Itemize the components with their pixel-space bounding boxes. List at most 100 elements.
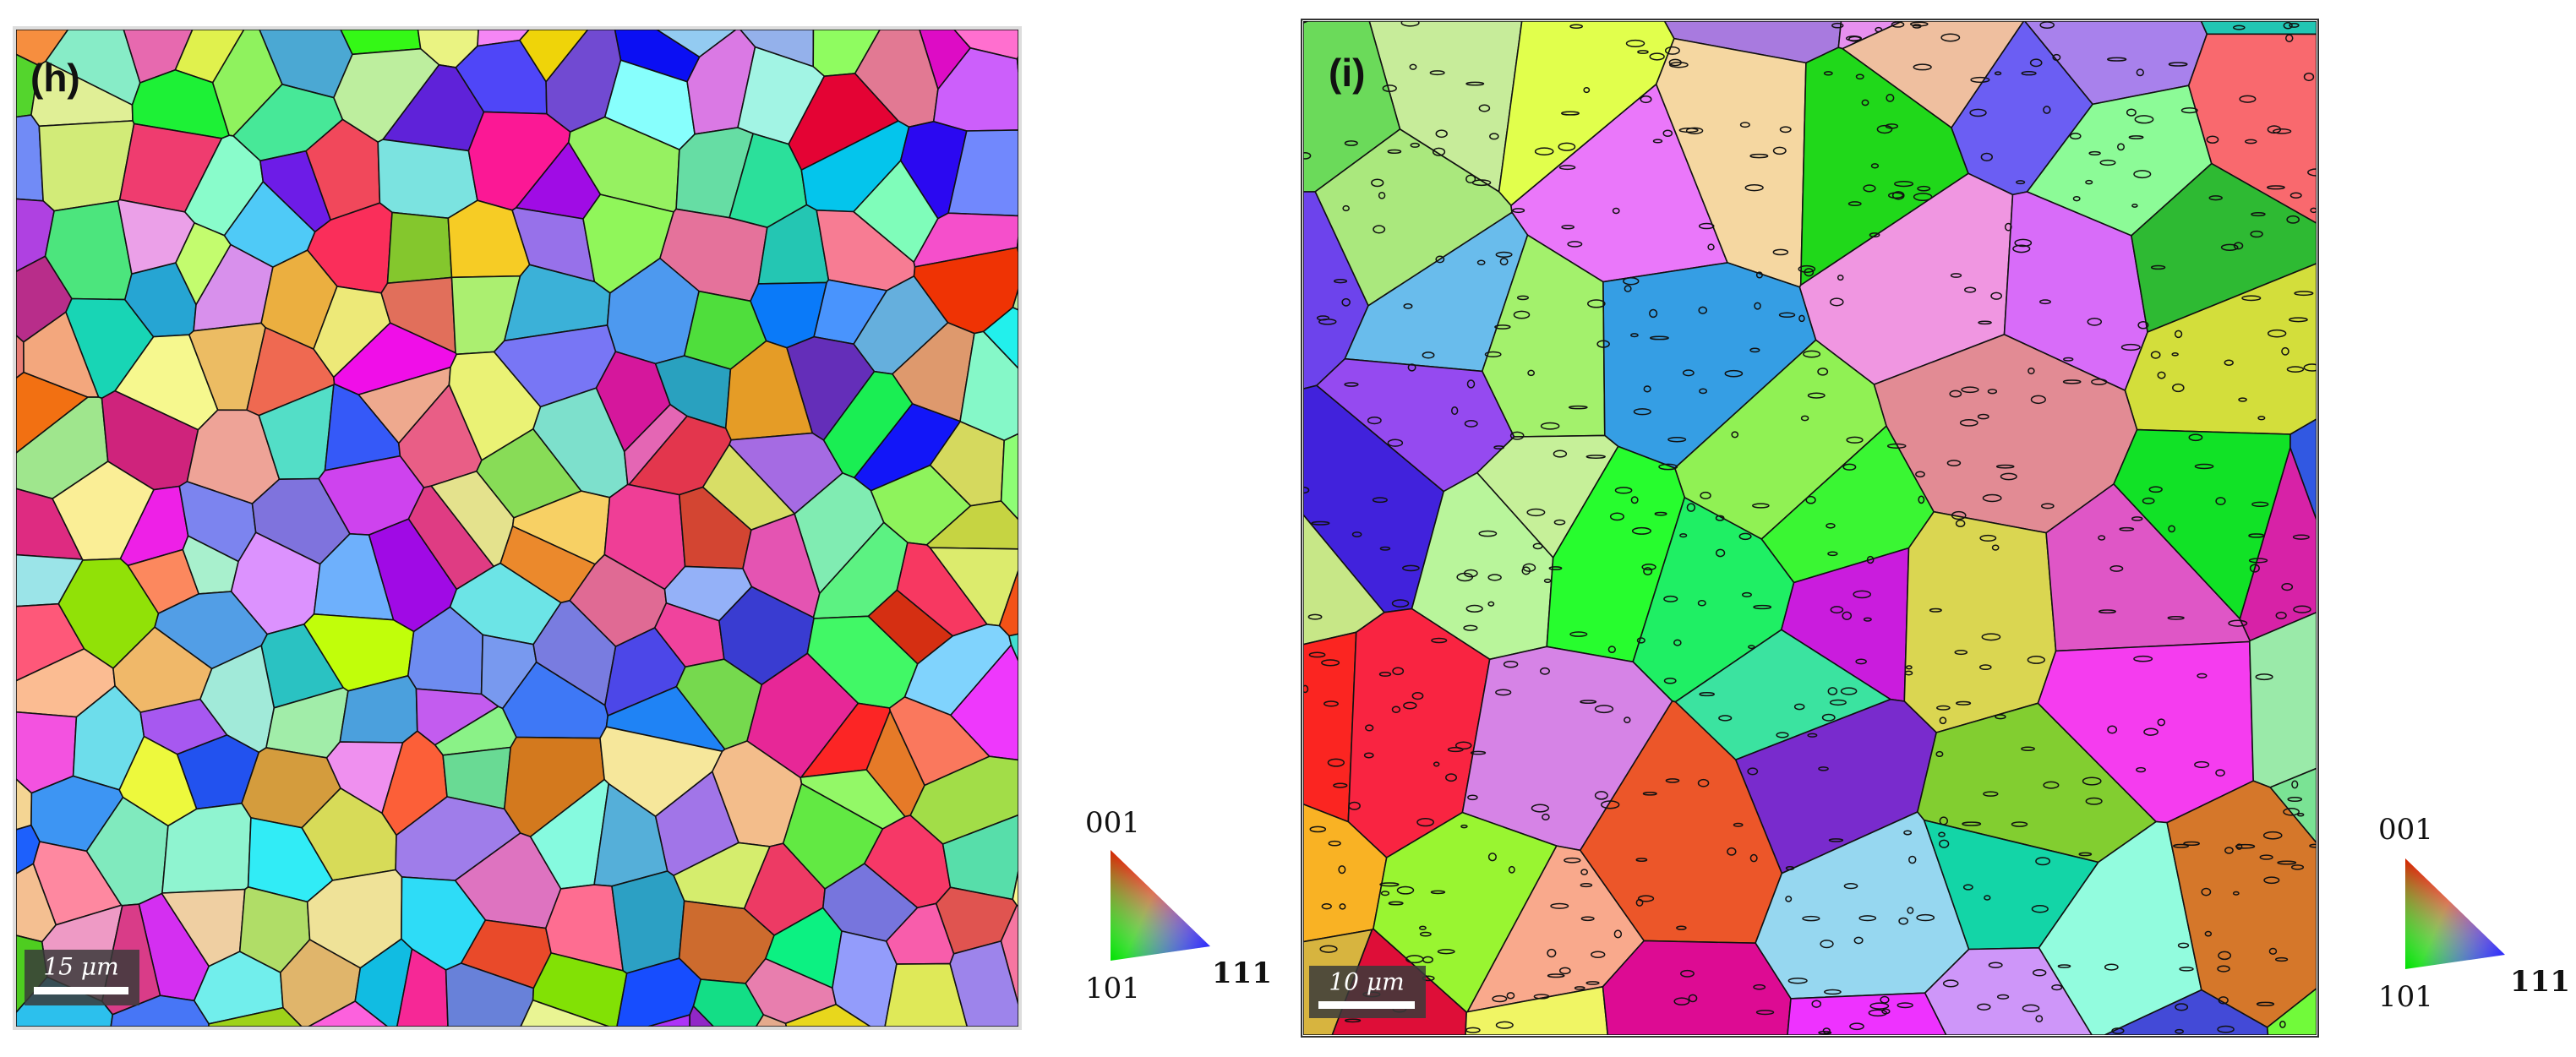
grain-boundary-speck [2289,22,2300,28]
grain-boundary-speck [2143,727,2158,736]
grain-boundary-speck [2286,366,2305,373]
grain-boundary-speck [2128,135,2144,139]
grain-boundary-speck [1433,761,1440,767]
grain-boundary-speck [2175,1028,2184,1034]
grain-boundary-speck [1344,140,1358,146]
grain-boundary-speck [2171,352,2179,357]
grain-boundary-speck [1964,286,1977,293]
grain-boundary-speck [1391,706,1401,713]
grain-boundary-speck [1513,310,1531,319]
grain-boundary-speck [1846,436,1864,444]
grain-boundary-speck [2157,718,2166,727]
grain-boundary-speck [1699,691,1715,697]
grain-boundary-speck [1887,192,1904,199]
grain-boundary-speck [1956,700,1972,706]
grain-boundary-speck [2266,185,2285,190]
grain-boundary-speck [1981,633,2001,641]
grain-boundary-speck [2039,21,2055,29]
ipf-triangle [1111,850,1210,961]
grain-boundary-speck [1699,388,1708,395]
grain-boundary-speck [1848,35,1862,42]
grain-map [16,30,1018,1027]
grain-boundary-speck [1886,94,1895,102]
grain-boundary-speck [1950,273,1962,278]
grain-boundary-speck [1987,389,1998,395]
grain-boundary-speck [1495,689,1512,696]
grain-boundary-speck [1308,651,1326,658]
grain-boundary-speck [1739,122,1750,128]
grain-boundary-speck [1994,71,2002,76]
grain-boundary-speck [2233,25,2246,30]
grain-boundary-speck [1492,994,1508,1003]
grain-boundary-speck [2172,383,2185,393]
grain-boundary-speck [1776,732,1789,738]
grain-boundary-speck [1624,285,1632,292]
grain-boundary-speck [1435,129,1448,139]
grain-boundary-speck [1752,503,1770,509]
grain-boundary-speck [1596,340,1610,348]
grain-boundary-speck [1907,907,1914,914]
grain-boundary-speck [2038,299,2051,305]
grain-boundary-speck [1636,637,1645,644]
scale-bar-label: 15 μm [43,953,118,981]
grain-boundary-speck [1418,925,1427,930]
grain-boundary-speck [2194,760,2210,769]
grain-boundary-speck [1463,569,1478,578]
grain-boundary-speck [1641,564,1656,571]
grain-boundary-speck [1478,530,1498,537]
grain-boundary-speck [1682,369,1695,377]
grain-boundary-speck [2107,725,2118,734]
grain-boundary-speck [2012,244,2031,253]
grain-boundary-speck [1988,962,2003,968]
legend-label: 001 [1085,806,1140,840]
grain-boundary-speck [2167,616,2185,620]
grain-boundary-speck [1962,821,1982,826]
grain-boundary-speck [1580,883,1593,888]
grain-boundary-speck [2228,619,2248,627]
grain-boundary-speck [2120,343,2141,351]
grain-boundary-speck [2248,558,2268,564]
grain-boundary-speck [1532,542,1543,550]
grain-boundary-speck [1625,39,1645,48]
grain-boundary-speck [1387,149,1402,155]
grain-boundary-speck [1539,667,1550,675]
grain-map [1303,21,2317,1035]
grain-boundary-speck [1495,1021,1514,1029]
grain [386,211,453,285]
grain-boundary-speck [1749,153,1769,159]
grain [689,1005,715,1027]
grain-boundary-speck [1822,1027,1831,1034]
grain-boundary-speck [1429,70,1445,76]
grain-boundary-speck [1793,703,1805,711]
grain-boundary-speck [1868,1009,1888,1017]
grain-boundary-speck [2174,330,2183,339]
grain [1903,510,2057,733]
grain-boundary-speck [1961,386,1979,394]
grain-boundary-speck [1959,418,1978,427]
grain-boundary-speck [1558,165,1576,171]
grain-boundary-speck [2131,516,2143,521]
grain-boundary-speck [2224,359,2234,366]
legend-label: 101 [2378,980,2433,1014]
grain-boundary-speck [1380,891,1390,896]
grain-boundary-speck [1741,591,1752,597]
grain-boundary-speck [1697,600,1706,607]
grain-boundary-speck [1580,916,1595,922]
grain-boundary-speck [1637,50,1649,54]
grain-boundary-speck [2208,195,2223,201]
grain-boundary-speck [1753,604,1772,610]
grain-boundary-speck [1561,111,1580,116]
grain-boundary-speck [2218,951,2232,961]
grain-boundary-speck [1880,995,1890,1004]
scale-bar-box [25,950,139,1005]
grain-boundary-speck [1587,299,1606,308]
grain-boundary-speck [1707,243,1715,251]
grain-boundary-speck [1533,994,1550,1000]
grain-boundary-speck [1916,913,1935,922]
grain-boundary-speck [1798,314,1805,323]
grain-boundary-speck [1363,752,1374,759]
grain-boundary-speck [1663,595,1678,602]
grain-boundary-speck [1527,369,1536,377]
grain-boundary-speck [1328,840,1341,847]
grain-boundary-speck [1470,750,1487,755]
